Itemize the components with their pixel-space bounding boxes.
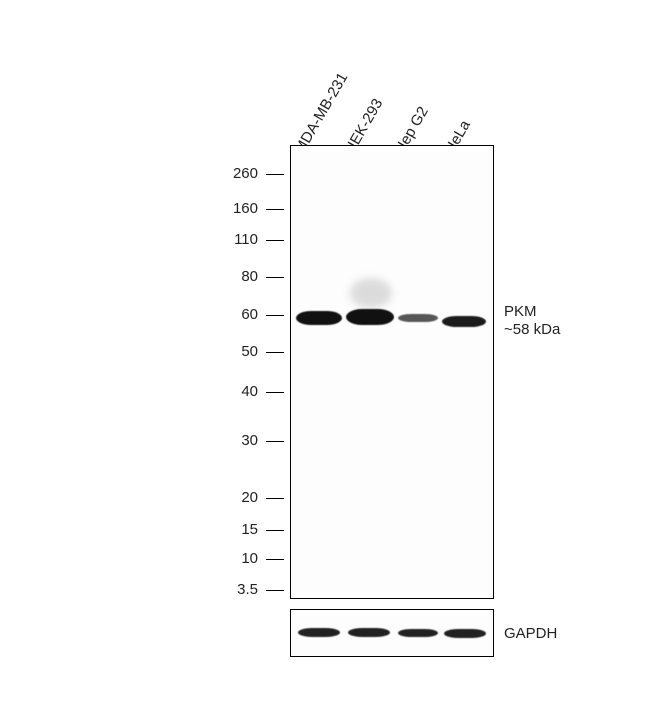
mw-label: 110 <box>218 231 258 248</box>
gapdh-band <box>444 629 486 638</box>
pkm-band <box>442 316 486 327</box>
mw-label: 260 <box>218 165 258 182</box>
mw-tick <box>266 590 284 591</box>
gapdh-band <box>298 628 340 637</box>
mw-tick <box>266 498 284 499</box>
mw-tick <box>266 315 284 316</box>
mw-tick <box>266 530 284 531</box>
mw-label: 3.5 <box>218 581 258 598</box>
mw-label: 80 <box>218 268 258 285</box>
mw-tick <box>266 392 284 393</box>
blot-smear <box>350 278 392 308</box>
mw-tick <box>266 174 284 175</box>
gapdh-band <box>398 629 438 637</box>
target-size-label: ~58 kDa <box>504 321 560 338</box>
main-blot <box>290 145 494 599</box>
mw-tick <box>266 559 284 560</box>
mw-tick <box>266 209 284 210</box>
mw-tick <box>266 277 284 278</box>
mw-label: 10 <box>218 550 258 567</box>
mw-label: 30 <box>218 432 258 449</box>
mw-label: 20 <box>218 489 258 506</box>
mw-label: 60 <box>218 306 258 323</box>
mw-tick <box>266 441 284 442</box>
mw-label: 40 <box>218 383 258 400</box>
mw-tick <box>266 352 284 353</box>
mw-label: 15 <box>218 521 258 538</box>
figure-canvas: MDA-MB-231 HEK-293 Hep G2 HeLa 260 160 1… <box>0 0 650 718</box>
mw-label: 160 <box>218 200 258 217</box>
pkm-band <box>346 309 394 325</box>
gapdh-band <box>348 628 390 637</box>
pkm-band <box>398 314 438 322</box>
loading-control-label: GAPDH <box>504 625 557 642</box>
target-label: PKM <box>504 303 537 320</box>
pkm-band <box>296 311 342 325</box>
mw-label: 50 <box>218 343 258 360</box>
mw-tick <box>266 240 284 241</box>
